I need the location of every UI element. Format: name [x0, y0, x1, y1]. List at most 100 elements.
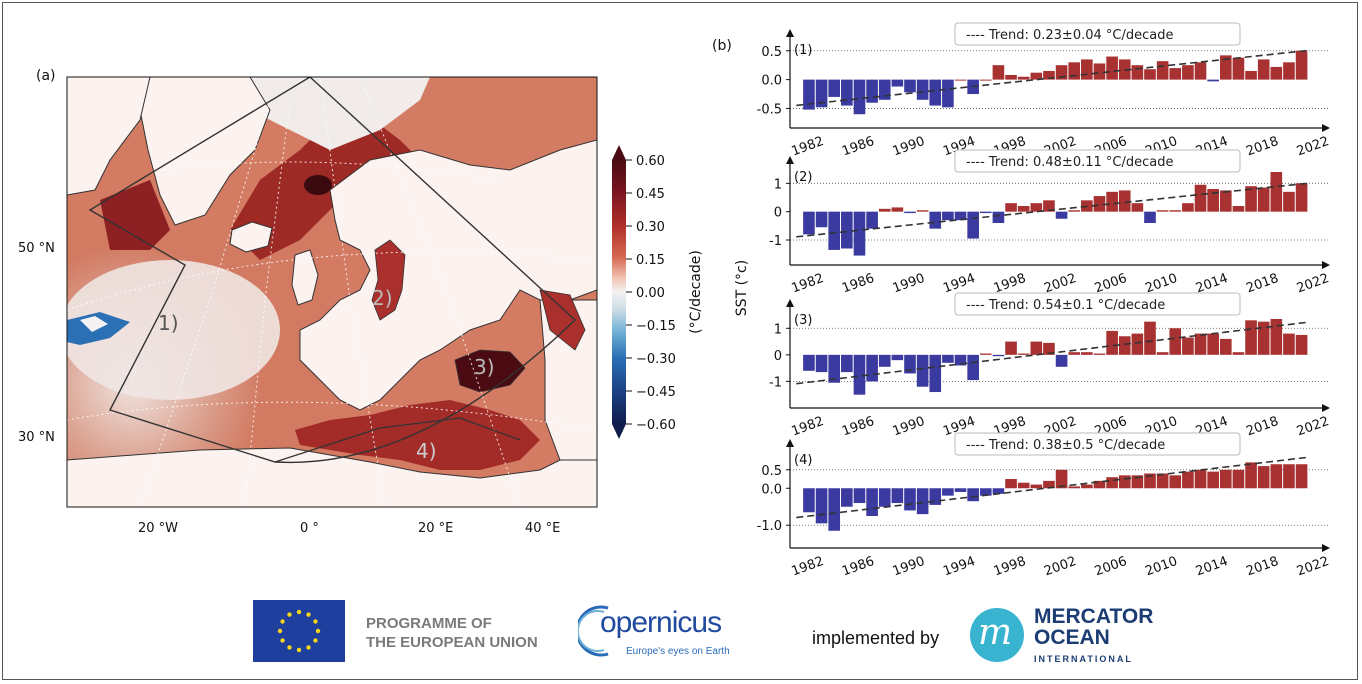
bar	[1093, 480, 1106, 489]
region-label-4: 4)	[416, 439, 437, 463]
bar	[1030, 484, 1043, 489]
x-tick-label: 1998	[992, 554, 1028, 579]
bar	[878, 79, 891, 100]
x-tick-label: 2006	[1093, 554, 1129, 579]
implemented-by-text: implemented by	[812, 628, 940, 648]
bar	[954, 211, 967, 221]
colorbar-lower-arrow	[612, 424, 626, 439]
bar	[1257, 466, 1270, 489]
bar	[815, 488, 828, 524]
bar	[1283, 333, 1295, 355]
bar	[1030, 203, 1043, 212]
region-label-1: 1)	[158, 311, 179, 335]
bar	[1257, 321, 1270, 355]
colorbar	[612, 160, 626, 424]
bar	[1194, 62, 1207, 80]
y-tick-label: 0	[774, 349, 782, 364]
bar	[1270, 464, 1283, 489]
colorbar-tick-label: 0.15	[636, 253, 665, 268]
x-tick-label: 2018	[1244, 414, 1280, 439]
mercator-line2: OCEAN	[1034, 626, 1110, 649]
bar-chart-stack: 0.5 0.0 -0.5 1982 1986 1990 1994 1998 2002 2006 20…	[757, 22, 1331, 579]
bar	[815, 79, 828, 108]
panel-b-label: (b)	[712, 38, 732, 54]
bar	[1207, 333, 1219, 355]
colorbar-tick-label: −0.15	[636, 319, 676, 334]
lat-tick-50n: 50 °N	[18, 241, 55, 256]
trend-text: ---- Trend: 0.23±0.04 °C/decade	[966, 28, 1173, 43]
hotspot-norwegian	[304, 175, 332, 195]
panel-number-label: (2)	[794, 170, 812, 185]
bar	[1295, 334, 1308, 355]
bar	[1068, 62, 1081, 80]
bar	[979, 211, 992, 214]
bar	[992, 211, 1005, 223]
mercator-line1: MERCATOR	[1034, 605, 1154, 628]
x-axis-arrow	[1322, 124, 1330, 132]
bar	[1283, 191, 1295, 212]
bar	[1219, 190, 1232, 212]
bar	[815, 211, 828, 228]
bar	[803, 354, 815, 371]
bar	[1106, 56, 1118, 80]
bar	[1207, 471, 1219, 489]
colorbar-tick-label: 0.60	[636, 154, 665, 169]
trend-box-frame	[954, 22, 1241, 46]
bar	[841, 211, 853, 249]
y-tick-label: -1	[769, 375, 782, 390]
bar	[1118, 190, 1131, 212]
panel-number-label: (4)	[794, 453, 812, 468]
bar	[1156, 473, 1169, 489]
british-isles-land	[291, 249, 319, 306]
med-boundary	[274, 417, 521, 463]
bar	[1055, 211, 1068, 219]
bar-chart-4: 0.5 0.0 -1.0 1982 1986 1990 1994 1998 2002 2006 20…	[757, 432, 1331, 579]
y-axis-label: SST (°c)	[734, 260, 750, 316]
bar	[1131, 65, 1144, 80]
x-tick-label: 1990	[891, 134, 927, 159]
caspian-sea	[539, 289, 586, 351]
eu-flag-logo	[253, 600, 345, 662]
bar	[1106, 477, 1118, 489]
graticule	[67, 77, 597, 507]
canada-land	[67, 77, 151, 196]
bar	[1005, 341, 1017, 355]
bar	[841, 488, 853, 507]
mercator-wordmark: MERCATOR OCEAN	[1034, 606, 1153, 648]
bar	[954, 488, 967, 492]
bar	[1257, 187, 1270, 212]
bar	[891, 79, 904, 87]
trend-box-frame	[954, 292, 1241, 316]
x-tick-label: 1986	[840, 134, 876, 159]
x-tick-label: 1994	[941, 554, 977, 579]
bar	[1194, 184, 1207, 212]
x-tick-label: 1982	[790, 134, 826, 159]
bar	[1270, 172, 1283, 212]
bar	[866, 79, 878, 103]
bar	[1055, 354, 1068, 367]
bar	[942, 79, 954, 108]
lat-tick-30n: 30 °N	[18, 430, 55, 445]
bar	[916, 79, 929, 100]
y-axis-arrow	[786, 156, 794, 164]
bar	[1093, 196, 1106, 212]
bar	[916, 354, 929, 387]
bar	[1182, 203, 1194, 212]
bar	[878, 488, 891, 507]
colorbar-label: (°C/decade)	[688, 250, 704, 334]
eu-text-line2: THE EUROPEAN UNION	[366, 634, 538, 651]
trend-line	[796, 456, 1308, 519]
bar	[942, 211, 954, 221]
panel-number-label: (1)	[794, 43, 812, 58]
eu-programme-text: PROGRAMME OF THE EUROPEAN UNION	[366, 614, 538, 652]
bar	[1043, 342, 1055, 355]
bar	[828, 354, 841, 383]
bar	[891, 207, 904, 212]
x-tick-label: 2018	[1244, 554, 1280, 579]
lon-tick-40e: 40 °E	[525, 521, 560, 536]
bar	[841, 79, 853, 106]
bar	[904, 354, 916, 374]
bar	[853, 488, 866, 504]
trend-line	[796, 321, 1308, 385]
